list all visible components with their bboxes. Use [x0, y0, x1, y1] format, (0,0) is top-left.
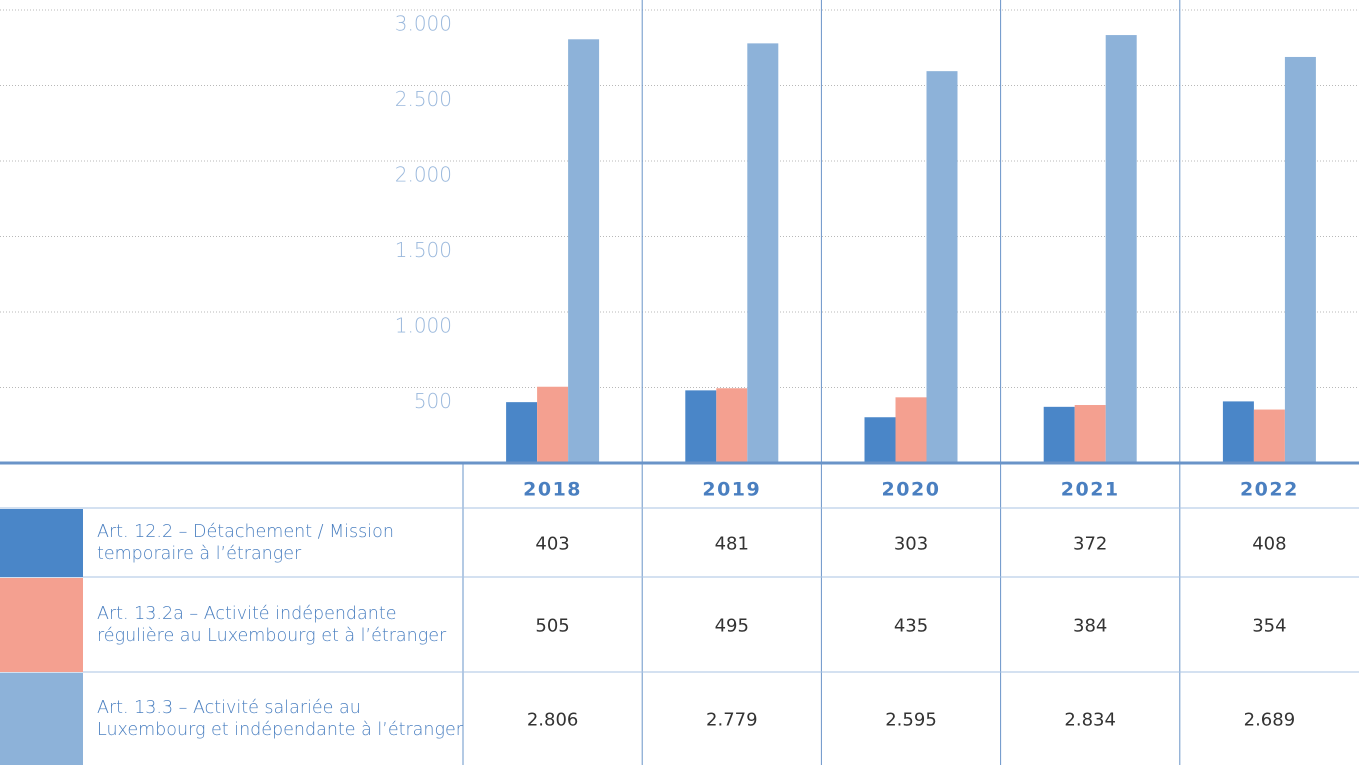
bar — [926, 71, 958, 463]
table-value: 303 — [894, 534, 928, 555]
table-value: 2.834 — [1064, 710, 1116, 731]
table-value: 354 — [1252, 616, 1286, 637]
bar — [1284, 56, 1316, 463]
legend-swatch — [0, 673, 83, 765]
x-tick-label: 2022 — [1240, 479, 1299, 501]
table-value: 2.806 — [527, 710, 579, 731]
table-value: 495 — [715, 616, 749, 637]
legend-label: Art. 13.2a – Activité indépendante régul… — [97, 603, 447, 646]
bar — [1105, 35, 1137, 463]
x-tick-label: 2020 — [882, 479, 941, 501]
table-value: 481 — [715, 534, 749, 555]
bar — [747, 43, 779, 463]
x-tick-label: 2018 — [523, 479, 582, 501]
y-tick-label: 3.000 — [395, 12, 452, 36]
table-value: 408 — [1252, 534, 1286, 555]
bar — [1253, 409, 1285, 463]
table-value: 2.595 — [885, 710, 937, 731]
bar — [568, 39, 600, 463]
y-tick-label: 500 — [414, 389, 452, 413]
legend-label: Art. 12.2 – Détachement / Mission tempor… — [97, 521, 394, 564]
table-value: 435 — [894, 616, 928, 637]
bar — [716, 388, 748, 463]
table-value: 403 — [535, 534, 569, 555]
bar — [1222, 401, 1254, 463]
bar — [1043, 406, 1075, 463]
table-value: 2.779 — [706, 710, 758, 731]
bar — [864, 417, 896, 463]
legend-swatch — [0, 509, 83, 577]
legend-swatch — [0, 578, 83, 672]
y-tick-label: 2.500 — [395, 87, 452, 111]
y-tick-label: 1.000 — [395, 314, 452, 338]
x-tick-label: 2019 — [702, 479, 761, 501]
table-value: 2.689 — [1244, 710, 1296, 731]
table-value: 505 — [535, 616, 569, 637]
legend-label: Art. 13.3 – Activité salariée au Luxembo… — [97, 697, 463, 740]
bar — [506, 402, 538, 463]
bar — [537, 386, 569, 463]
bar — [685, 390, 717, 463]
bar — [895, 397, 927, 463]
table-value: 372 — [1073, 534, 1107, 555]
y-tick-label: 2.000 — [395, 163, 452, 187]
bar — [1074, 405, 1106, 463]
table-value: 384 — [1073, 616, 1107, 637]
x-tick-label: 2021 — [1061, 479, 1120, 501]
y-tick-label: 1.500 — [395, 238, 452, 262]
